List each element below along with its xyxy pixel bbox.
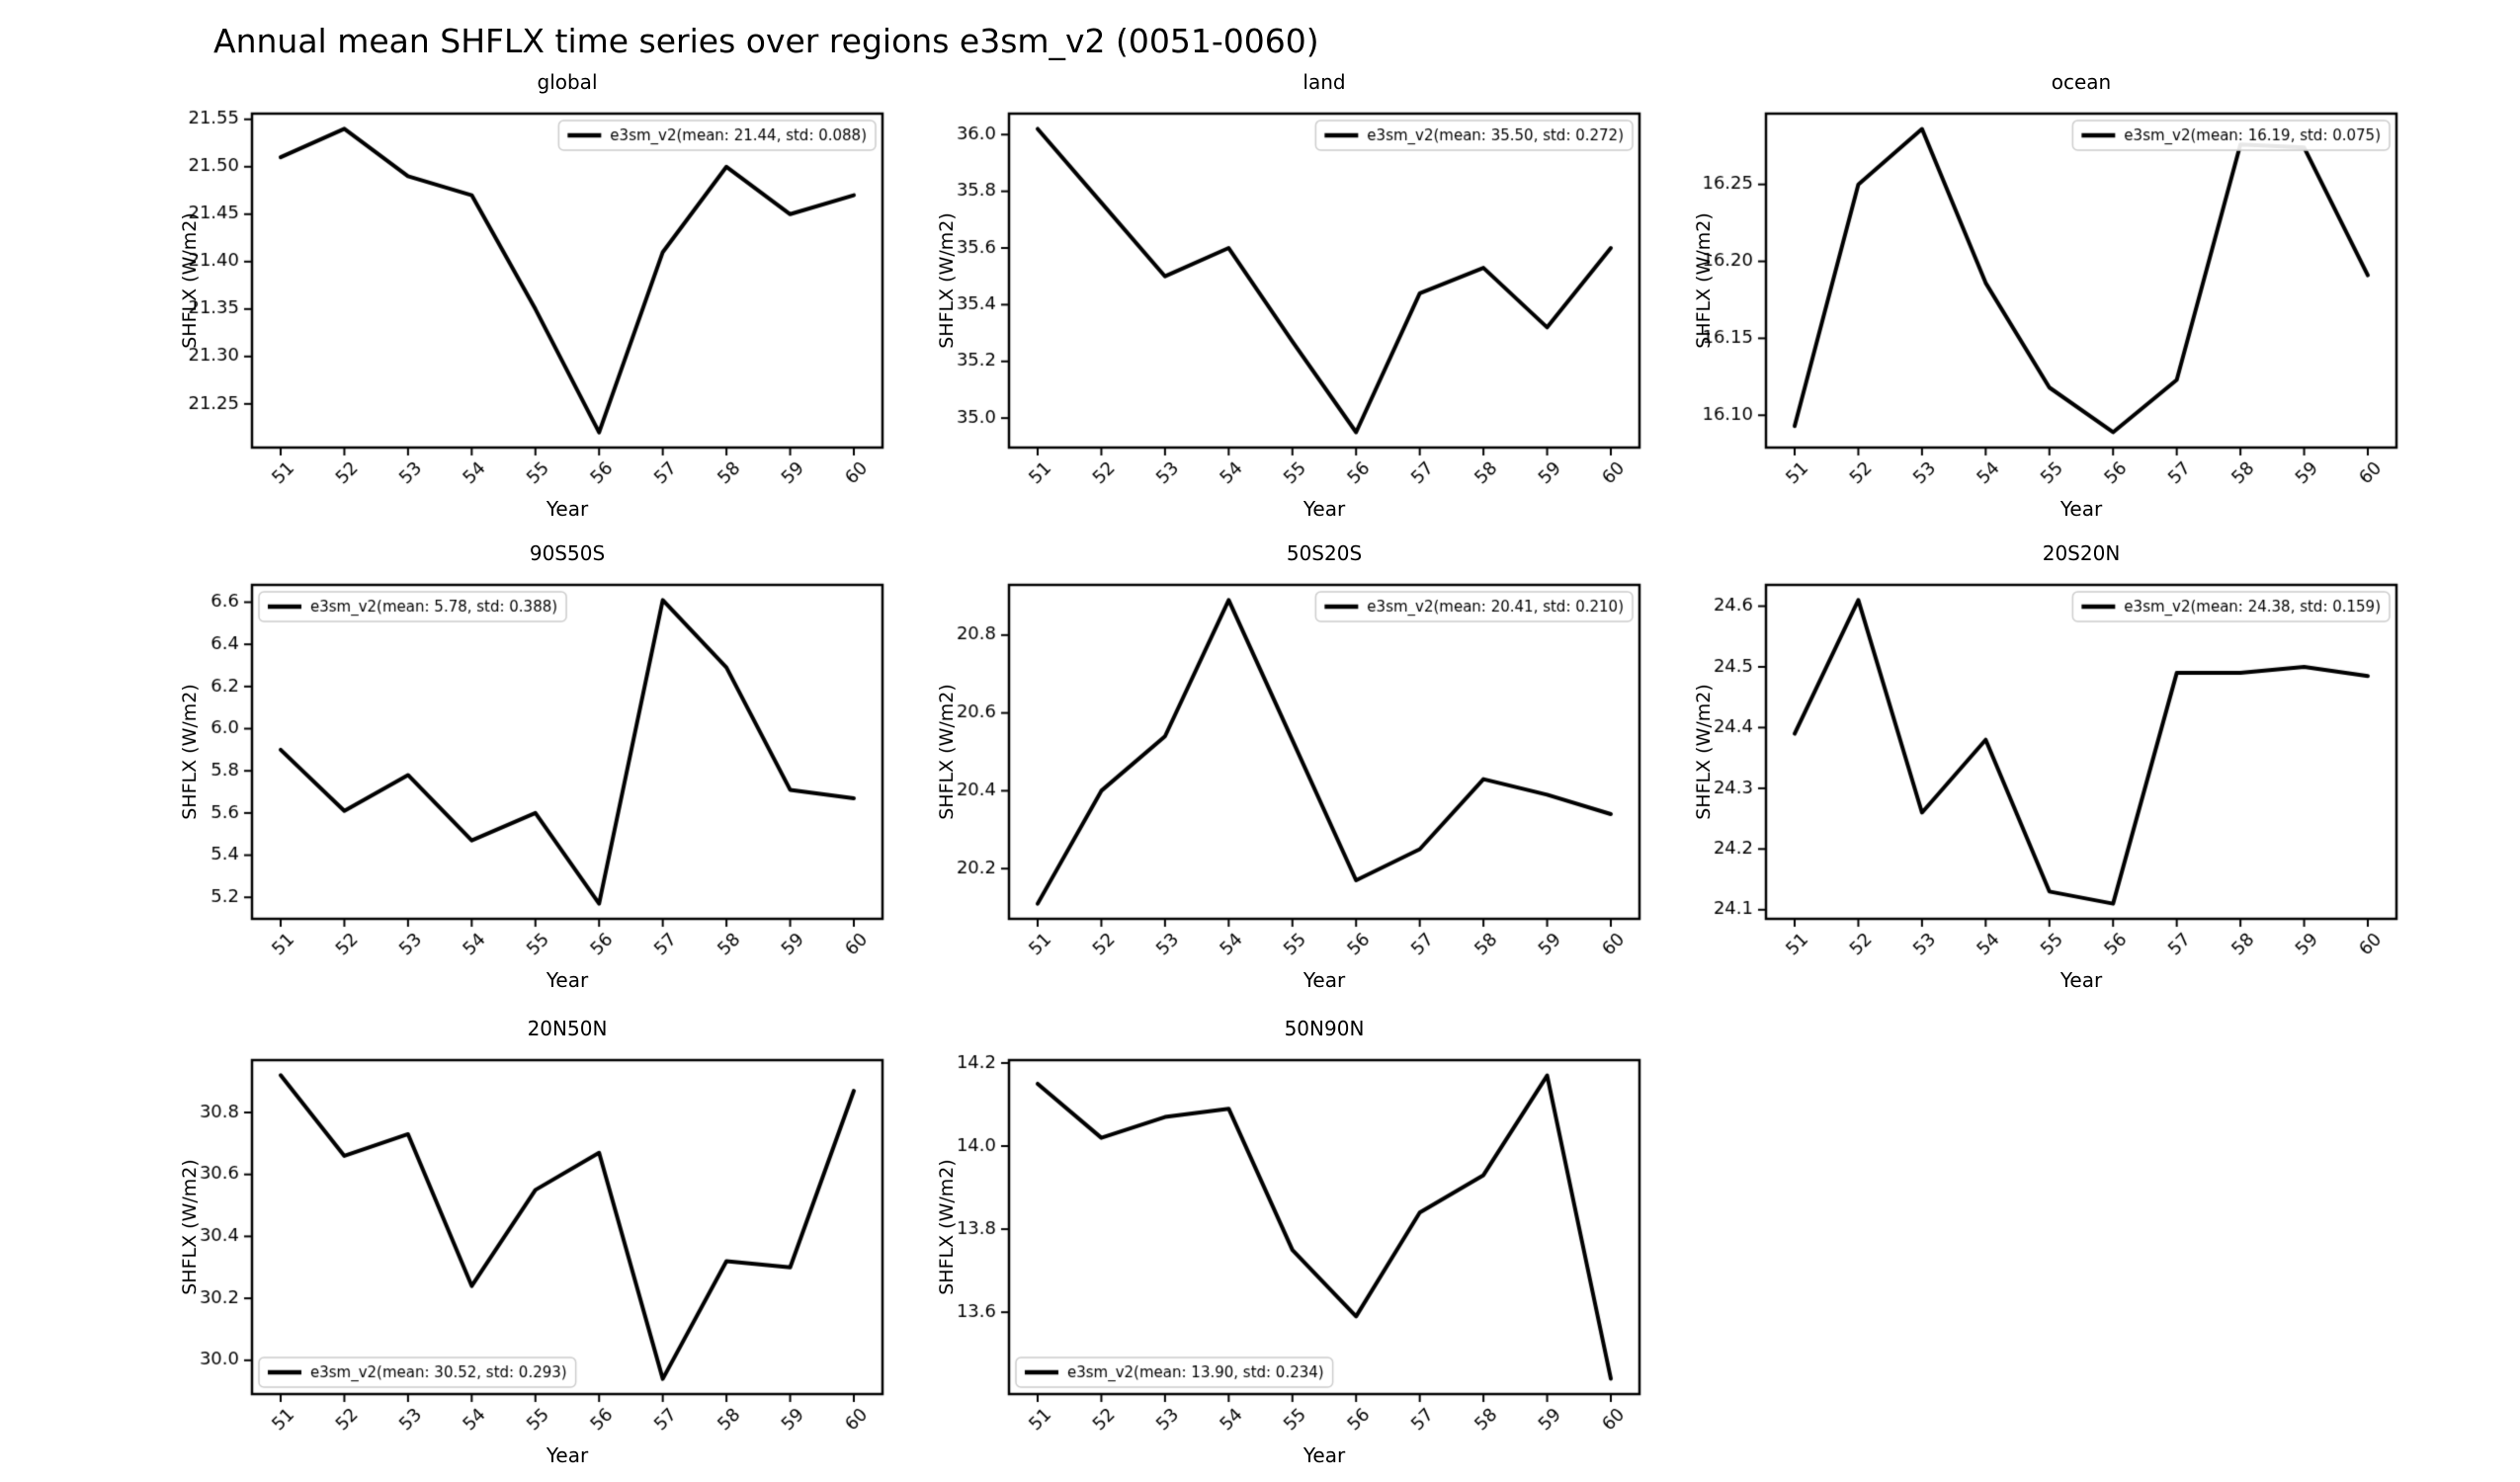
- x-axis-label: Year: [546, 1443, 589, 1467]
- line-chart-global: [138, 54, 889, 548]
- line-chart-20N50N: [138, 1001, 889, 1482]
- y-axis-label: SHFLX (W/m2): [936, 684, 958, 820]
- x-axis-label: Year: [546, 968, 589, 992]
- x-axis-label: Year: [2059, 497, 2103, 521]
- subplot-90S50S: 90S50S SHFLX (W/m2) Year: [138, 526, 889, 1020]
- y-axis-label: SHFLX (W/m2): [936, 212, 958, 349]
- y-axis-label: SHFLX (W/m2): [179, 1159, 201, 1295]
- y-axis-label: SHFLX (W/m2): [179, 684, 201, 820]
- line-chart-90S50S: [138, 526, 889, 1020]
- subplot-land: land SHFLX (W/m2) Year: [895, 54, 1646, 548]
- line-chart-20S20N: [1652, 526, 2403, 1020]
- subplot-title-ocean: ocean: [2051, 70, 2112, 94]
- line-chart-50N90N: [895, 1001, 1646, 1482]
- subplot-50N90N: 50N90N SHFLX (W/m2) Year: [895, 1001, 1646, 1482]
- subplot-title-land: land: [1302, 70, 1346, 94]
- subplot-20S20N: 20S20N SHFLX (W/m2) Year: [1652, 526, 2403, 1020]
- subplot-title-20S20N: 20S20N: [2042, 541, 2121, 565]
- subplot-20N50N: 20N50N SHFLX (W/m2) Year: [138, 1001, 889, 1482]
- subplot-title-90S50S: 90S50S: [529, 541, 606, 565]
- subplot-50S20S: 50S20S SHFLX (W/m2) Year: [895, 526, 1646, 1020]
- subplot-title-global: global: [537, 70, 598, 94]
- subplot-title-50N90N: 50N90N: [1284, 1017, 1365, 1040]
- subplot-title-20N50N: 20N50N: [527, 1017, 608, 1040]
- y-axis-label: SHFLX (W/m2): [179, 212, 201, 349]
- x-axis-label: Year: [1302, 497, 1346, 521]
- x-axis-label: Year: [1302, 968, 1346, 992]
- line-chart-50S20S: [895, 526, 1646, 1020]
- y-axis-label: SHFLX (W/m2): [1693, 212, 1715, 349]
- line-chart-ocean: [1652, 54, 2403, 548]
- figure-title: Annual mean SHFLX time series over regio…: [213, 22, 1319, 60]
- subplot-ocean: ocean SHFLX (W/m2) Year: [1652, 54, 2403, 548]
- x-axis-label: Year: [546, 497, 589, 521]
- x-axis-label: Year: [2059, 968, 2103, 992]
- line-chart-land: [895, 54, 1646, 548]
- subplot-global: global SHFLX (W/m2) Year: [138, 54, 889, 548]
- y-axis-label: SHFLX (W/m2): [936, 1159, 958, 1295]
- y-axis-label: SHFLX (W/m2): [1693, 684, 1715, 820]
- x-axis-label: Year: [1302, 1443, 1346, 1467]
- subplot-title-50S20S: 50S20S: [1286, 541, 1363, 565]
